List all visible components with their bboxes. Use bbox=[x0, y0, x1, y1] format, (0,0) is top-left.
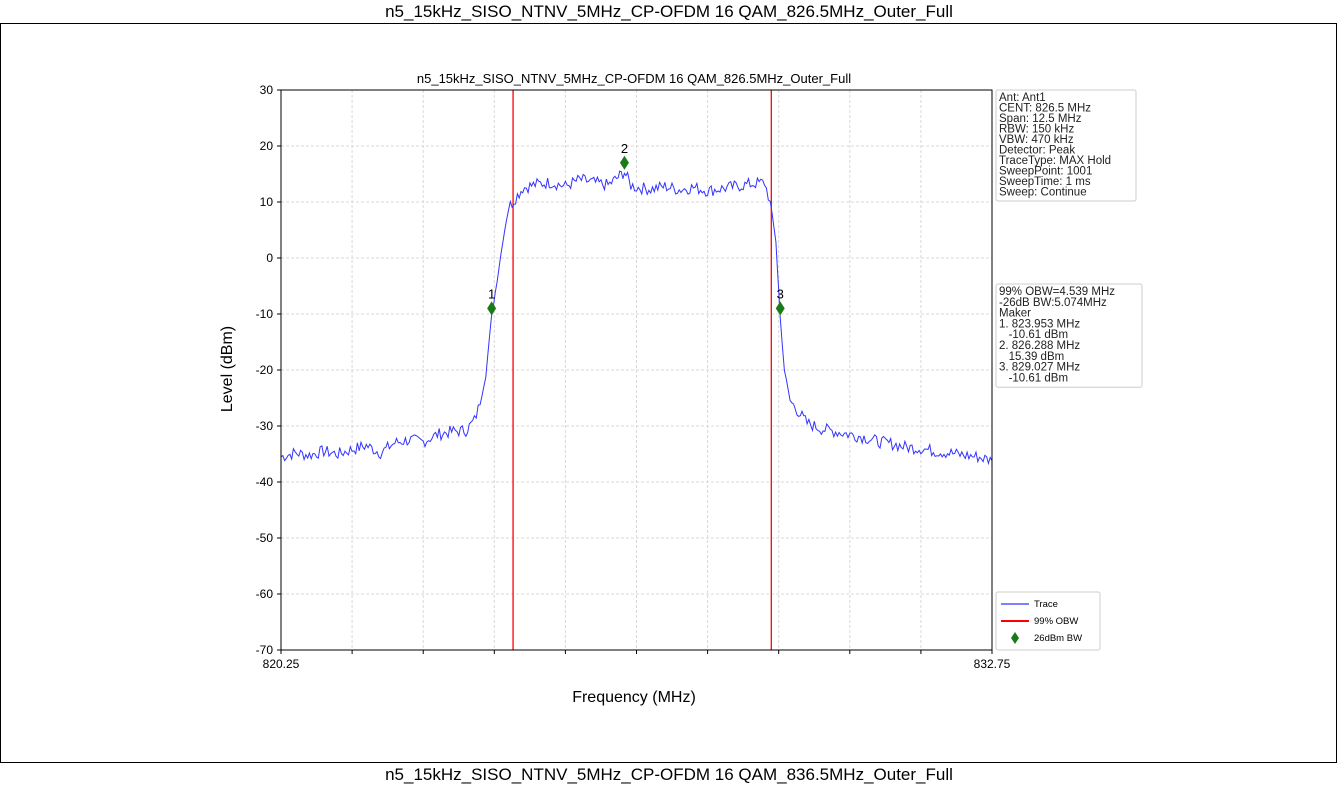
resultbox-line: 2. 826.288 MHz bbox=[999, 340, 1080, 352]
result-box: 99% OBW=4.539 MHz-26dB BW:5.074MHzMaker1… bbox=[995, 283, 1143, 388]
caption-top: n5_15kHz_SISO_NTNV_5MHz_CP-OFDM 16 QAM_8… bbox=[385, 2, 953, 21]
infobox-line: SweepPoint: 1001 bbox=[999, 166, 1092, 178]
infobox-line: SweepTime: 1 ms bbox=[999, 176, 1091, 188]
marker-diamond bbox=[619, 155, 629, 170]
resultbox-line: 3. 829.027 MHz bbox=[999, 362, 1080, 374]
resultbox-frame bbox=[995, 283, 1143, 388]
x-axis-label: Frequency (MHz) bbox=[572, 689, 696, 706]
infobox-line: TraceType: MAX Hold bbox=[999, 155, 1111, 167]
grid-lines bbox=[281, 90, 992, 650]
y-tick-label: -50 bbox=[256, 531, 274, 545]
legend-label: 26dBm BW bbox=[1034, 633, 1082, 644]
resultbox-line: -10.61 dBm bbox=[999, 329, 1068, 341]
resultbox-line: -10.61 dBm bbox=[999, 372, 1068, 384]
y-tick-label: -30 bbox=[256, 419, 274, 433]
caption-divider-bottom bbox=[0, 762, 1337, 763]
plot-area-border bbox=[280, 89, 993, 651]
obw-lines bbox=[512, 90, 772, 650]
y-axis-label: Level (dBm) bbox=[219, 326, 236, 412]
y-tick-label: 0 bbox=[266, 251, 273, 265]
frame-left-border bbox=[0, 23, 1, 763]
infobox-line: Detector: Peak bbox=[999, 145, 1075, 157]
legend: Trace 99% OBW 26dBm BW bbox=[995, 591, 1101, 651]
marker-diamond bbox=[487, 301, 497, 316]
trace-series bbox=[280, 170, 993, 466]
x-tick-label: 832.75 bbox=[974, 657, 1011, 671]
infobox-frame bbox=[995, 89, 1137, 202]
y-tick-label: -40 bbox=[256, 475, 274, 489]
y-tick-label: -20 bbox=[256, 363, 274, 377]
y-tick-label: -10 bbox=[256, 307, 274, 321]
legend-swatch bbox=[1011, 632, 1019, 644]
y-tick-label: 30 bbox=[260, 83, 274, 97]
trace-line bbox=[280, 170, 993, 466]
y-tick-label: -60 bbox=[256, 587, 274, 601]
legend-label: 99% OBW bbox=[1034, 616, 1078, 627]
infobox-line: Ant: Ant1 bbox=[999, 92, 1046, 104]
infobox-line: VBW: 470 kHz bbox=[999, 134, 1074, 146]
resultbox-line: 15.39 dBm bbox=[999, 351, 1064, 363]
resultbox-line: -26dB BW:5.074MHz bbox=[999, 297, 1107, 309]
marker-label: 2 bbox=[621, 141, 628, 156]
resultbox-line: 1. 823.953 MHz bbox=[999, 318, 1080, 330]
legend-frame bbox=[995, 591, 1101, 651]
y-tick-label: 20 bbox=[260, 139, 274, 153]
caption-divider-top bbox=[0, 23, 1337, 24]
frame-right-border bbox=[1336, 23, 1337, 763]
infobox-line: CENT: 826.5 MHz bbox=[999, 103, 1091, 115]
resultbox-line: Maker bbox=[999, 308, 1031, 320]
infobox-line: Span: 12.5 MHz bbox=[999, 113, 1082, 125]
caption-bottom: n5_15kHz_SISO_NTNV_5MHz_CP-OFDM 16 QAM_8… bbox=[385, 765, 953, 784]
infobox-line: RBW: 150 kHz bbox=[999, 124, 1074, 136]
marker-points: 1 2 3 bbox=[487, 141, 785, 316]
marker-diamond bbox=[775, 301, 785, 316]
x-tick-label: 820.25 bbox=[263, 657, 300, 671]
marker-label: 3 bbox=[777, 286, 784, 301]
chart-title: n5_15kHz_SISO_NTNV_5MHz_CP-OFDM 16 QAM_8… bbox=[417, 71, 851, 86]
resultbox-line: 99% OBW=4.539 MHz bbox=[999, 286, 1115, 298]
y-tick-label: -70 bbox=[256, 643, 274, 657]
infobox-line: Sweep: Continue bbox=[999, 187, 1087, 199]
y-tick-label: 10 bbox=[260, 195, 274, 209]
marker-label: 1 bbox=[488, 286, 495, 301]
legend-label: Trace bbox=[1034, 599, 1058, 610]
